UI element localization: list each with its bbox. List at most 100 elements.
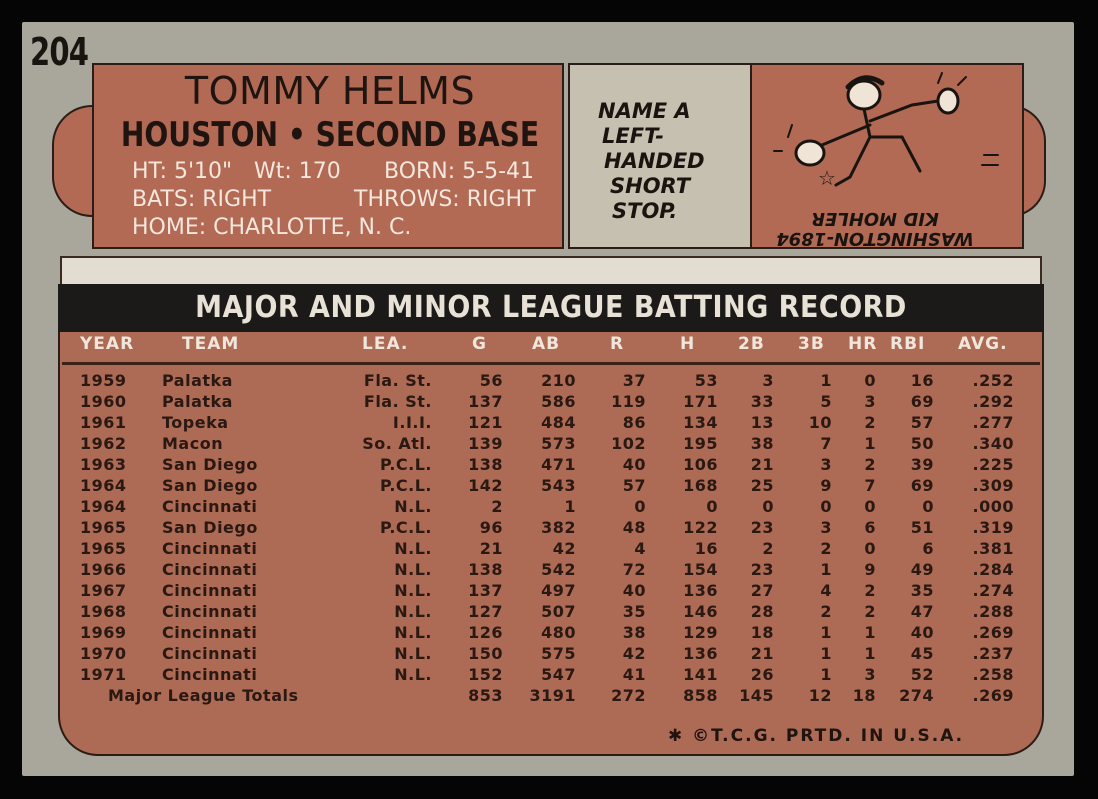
table-cell: 27	[750, 581, 774, 600]
table-cell: 49	[910, 560, 934, 579]
table-cell: 1963	[80, 455, 127, 474]
table-cell: 12	[808, 686, 832, 705]
table-cell: 2	[820, 602, 832, 621]
table-cell: 52	[910, 665, 934, 684]
table-cell: 50	[910, 434, 934, 453]
table-cell: 134	[683, 413, 718, 432]
table-cell: 507	[541, 602, 576, 621]
table-cell: N.L.	[394, 602, 432, 621]
table-cell: 25	[750, 476, 774, 495]
column-header: RBI	[890, 334, 926, 354]
table-cell: 1970	[80, 644, 127, 663]
table-row: 1965 San Diego P.C.L. 96 382 48 122 23 3 6 51.319	[0, 0, 1098, 537]
table-cell: 96	[479, 518, 503, 537]
table-cell: 0	[762, 497, 774, 516]
table-cell: .225	[972, 455, 1014, 474]
table-cell: 40	[622, 581, 646, 600]
table-cell: 7	[864, 476, 876, 495]
table-cell: So. Atl.	[362, 434, 432, 453]
table-cell: 21	[750, 644, 774, 663]
table-cell: .258	[972, 665, 1014, 684]
table-cell: 1	[564, 497, 576, 516]
table-cell: .292	[972, 392, 1014, 411]
copyright-line: ✱ ©T.C.G. PRTD. IN U.S.A.	[668, 726, 965, 746]
table-cell: 1	[864, 434, 876, 453]
answer-line: WASHINGTON-1894	[776, 228, 974, 249]
table-cell: N.L.	[394, 623, 432, 642]
table-cell: Cincinnati	[162, 602, 258, 621]
table-cell: 10	[808, 413, 832, 432]
totals-label: Major League Totals	[108, 686, 299, 705]
table-cell: 35	[910, 581, 934, 600]
table-cell: 33	[750, 392, 774, 411]
table-cell: 86	[622, 413, 646, 432]
table-cell: .309	[972, 476, 1014, 495]
quiz-question: NAME A LEFT- HANDED SHORT STOP.	[598, 99, 748, 224]
table-cell: N.L.	[394, 539, 432, 558]
table-row: 1960 Palatka Fla. St. 137 586 119 171 33 5 3 69.29…	[0, 0, 1098, 411]
table-cell: 1969	[80, 623, 127, 642]
table-cell: 1964	[80, 476, 127, 495]
table-cell: 41	[622, 665, 646, 684]
table-cell: .277	[972, 413, 1014, 432]
table-cell: Cincinnati	[162, 581, 258, 600]
table-cell: 0	[864, 539, 876, 558]
table-cell: 1	[864, 623, 876, 642]
table-cell: San Diego	[162, 476, 258, 495]
table-cell: 542	[541, 560, 576, 579]
table-row: 1964 Cincinnati N.L. 2 1 0 0 0 0 0 0.000	[0, 0, 1098, 516]
table-cell: 2	[820, 539, 832, 558]
table-cell: 26	[750, 665, 774, 684]
table-cell: 484	[541, 413, 576, 432]
table-cell: 4	[820, 581, 832, 600]
table-cell: 480	[541, 623, 576, 642]
table-cell: 210	[541, 371, 576, 390]
table-cell: 16	[910, 371, 934, 390]
table-cell: 1965	[80, 518, 127, 537]
table-cell: 2	[864, 602, 876, 621]
bats: BATS: RIGHT	[132, 187, 272, 212]
table-cell: Cincinnati	[162, 623, 258, 642]
table-cell: 137	[468, 581, 503, 600]
table-cell: Palatka	[162, 392, 233, 411]
table-cell: 573	[541, 434, 576, 453]
table-cell: 1960	[80, 392, 127, 411]
table-row: 1967 Cincinnati N.L. 137 497 40 136 27 4 2 35.274	[0, 0, 1098, 600]
table-cell: Fla. St.	[363, 392, 432, 411]
table-cell: 40	[910, 623, 934, 642]
table-cell: 48	[622, 518, 646, 537]
column-header: R	[610, 334, 625, 354]
table-cell: 3	[820, 518, 832, 537]
table-cell: 6	[864, 518, 876, 537]
table-cell: 3	[762, 371, 774, 390]
table-cell: Palatka	[162, 371, 233, 390]
table-cell: 1962	[80, 434, 127, 453]
table-cell: .237	[972, 644, 1014, 663]
column-header: 2B	[738, 334, 765, 354]
table-cell: 40	[622, 455, 646, 474]
table-cell: 57	[910, 413, 934, 432]
table-cell: 47	[910, 602, 934, 621]
table-cell: Cincinnati	[162, 665, 258, 684]
quiz-line: LEFT-	[602, 124, 665, 148]
table-cell: 1	[820, 560, 832, 579]
table-cell: 23	[750, 518, 774, 537]
table-cell: 122	[683, 518, 718, 537]
table-cell: Cincinnati	[162, 539, 258, 558]
table-cell: 138	[468, 560, 503, 579]
table-row: 1966 Cincinnati N.L. 138 542 72 154 23 1 9 49.284	[0, 0, 1098, 579]
table-cell: 136	[683, 644, 718, 663]
table-cell: 0	[820, 497, 832, 516]
table-cell: 2	[864, 455, 876, 474]
card-number: 204	[30, 30, 89, 74]
stats-table-panel	[58, 332, 1044, 756]
table-cell: 274	[899, 686, 934, 705]
table-cell: 39	[910, 455, 934, 474]
table-cell: 146	[683, 602, 718, 621]
table-cell: 136	[683, 581, 718, 600]
table-cell: N.L.	[394, 644, 432, 663]
quiz-line: SHORT	[610, 174, 691, 198]
table-row: 1959 Palatka Fla. St. 56 210 37 53 3 1 0 16 .252	[0, 0, 1098, 390]
table-cell: 1	[820, 665, 832, 684]
table-cell: P.C.L.	[380, 455, 432, 474]
